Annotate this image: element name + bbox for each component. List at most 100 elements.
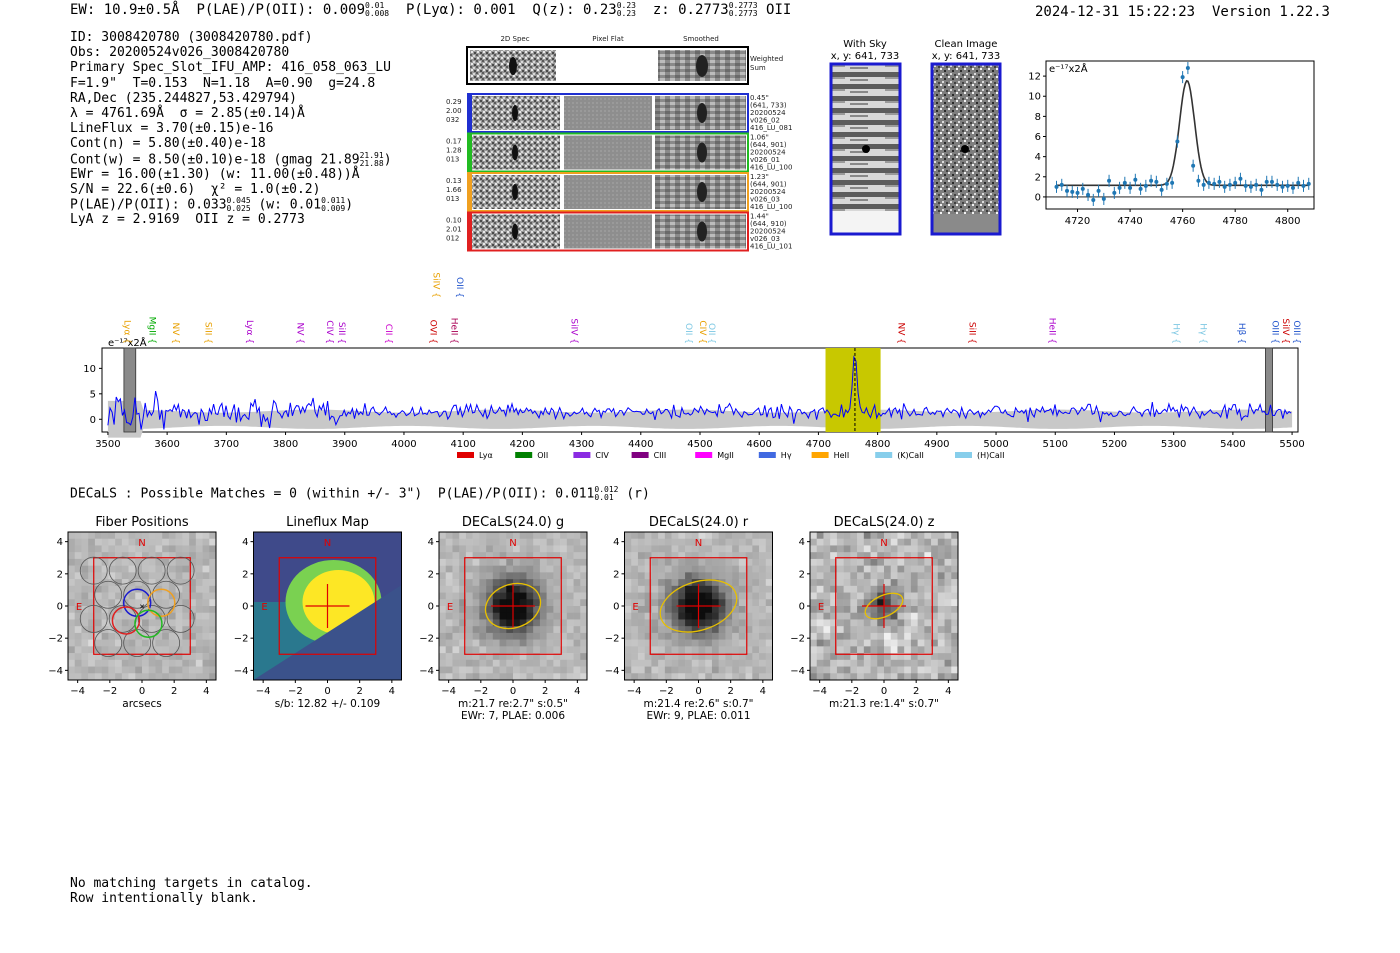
image-pixel — [823, 626, 831, 634]
image-pixel — [526, 626, 534, 634]
image-pixel — [738, 552, 746, 560]
image-pixel — [745, 552, 753, 560]
image-pixel — [951, 545, 958, 553]
image-pixel — [830, 538, 838, 546]
spec-line-label: OIII { — [1270, 320, 1280, 344]
image-pixel — [624, 659, 632, 667]
image-pixel — [519, 552, 527, 560]
fit-marker — [1259, 187, 1264, 192]
image-pixel — [718, 565, 726, 573]
image-pixel — [870, 592, 878, 600]
image-pixel — [759, 646, 767, 654]
image-pixel — [479, 606, 487, 614]
image-pixel — [445, 666, 453, 674]
image-pixel — [88, 532, 96, 540]
image-pixel — [546, 565, 554, 573]
image-pixel — [843, 632, 851, 640]
image-pixel — [189, 558, 197, 566]
image-pixel — [910, 572, 918, 580]
image-pixel — [624, 565, 632, 573]
image-pixel — [711, 666, 719, 674]
image-pixel — [637, 673, 645, 680]
fiber-circle — [123, 629, 152, 657]
image-pixel — [459, 572, 467, 580]
image-pixel — [664, 538, 672, 546]
image-pixel — [533, 572, 541, 580]
image-pixel — [931, 532, 939, 540]
image-pixel — [128, 612, 136, 620]
image-pixel — [452, 626, 460, 634]
with-sky-frame — [829, 62, 902, 236]
image-pixel — [135, 545, 143, 553]
image-pixel — [631, 545, 639, 553]
image-pixel — [863, 632, 871, 640]
spec-line-label-text: OIII { — [1270, 320, 1280, 344]
row-right-label: v026_03 — [750, 196, 780, 204]
image-pixel — [810, 538, 818, 546]
spec-line-label-text: CIV { — [324, 320, 334, 344]
panel-xtick-label: 2 — [913, 686, 919, 697]
image-pixel — [472, 538, 480, 546]
image-pixel — [850, 673, 858, 680]
image-pixel — [890, 532, 898, 540]
image-pixel — [671, 653, 679, 661]
image-pixel — [752, 653, 760, 661]
fit-marker — [1296, 180, 1301, 185]
image-pixel — [168, 552, 176, 560]
image-pixel — [631, 632, 639, 640]
image-pixel — [142, 599, 150, 607]
image-pixel — [459, 599, 467, 607]
image-pixel — [890, 619, 898, 627]
image-pixel — [910, 565, 918, 573]
image-pixel — [486, 632, 494, 640]
image-pixel — [658, 592, 666, 600]
image-pixel — [877, 599, 885, 607]
image-pixel — [68, 612, 76, 620]
image-pixel — [128, 646, 136, 654]
image-pixel — [910, 646, 918, 654]
image-pixel — [890, 538, 898, 546]
image-pixel — [533, 552, 541, 560]
north-label: N — [324, 538, 331, 549]
image-pixel — [637, 592, 645, 600]
image-pixel — [580, 659, 587, 667]
image-pixel — [698, 558, 706, 566]
image-pixel — [492, 619, 500, 627]
image-pixel — [745, 632, 753, 640]
image-pixel — [121, 626, 129, 634]
image-pixel — [506, 606, 514, 614]
image-pixel — [74, 639, 82, 647]
image-pixel — [108, 585, 116, 593]
image-pixel — [189, 592, 197, 600]
image-pixel — [202, 612, 210, 620]
image-pixel — [135, 592, 143, 600]
image-pixel — [142, 545, 150, 553]
image-pixel — [88, 646, 96, 654]
image-pixel — [691, 538, 699, 546]
image-pixel — [202, 565, 210, 573]
spec-legend-label: Hγ — [781, 451, 792, 460]
image-pixel — [526, 552, 534, 560]
image-pixel — [711, 612, 719, 620]
image-pixel — [492, 545, 500, 553]
image-pixel — [546, 619, 554, 627]
image-pixel — [155, 545, 163, 553]
image-pixel — [637, 572, 645, 580]
image-pixel — [651, 572, 659, 580]
image-pixel — [951, 646, 958, 654]
spec-legend-label: Lyα — [479, 451, 493, 460]
fit-point — [1117, 181, 1122, 194]
spec-line-label-text: OVI { — [428, 320, 438, 344]
image-pixel — [685, 565, 693, 573]
image-pixel — [101, 606, 109, 614]
image-pixel — [81, 592, 89, 600]
image-pixel — [678, 592, 686, 600]
image-pixel — [924, 612, 932, 620]
version: Version 1.22.3 — [1211, 4, 1330, 20]
image-pixel — [68, 639, 76, 647]
spectrum-cutouts: 2D Spec Pixel Flat Smoothed Weighted Sum… — [446, 35, 792, 252]
image-pixel — [718, 545, 726, 553]
image-pixel — [944, 532, 952, 540]
image-pixel — [526, 599, 534, 607]
image-pixel — [759, 565, 767, 573]
